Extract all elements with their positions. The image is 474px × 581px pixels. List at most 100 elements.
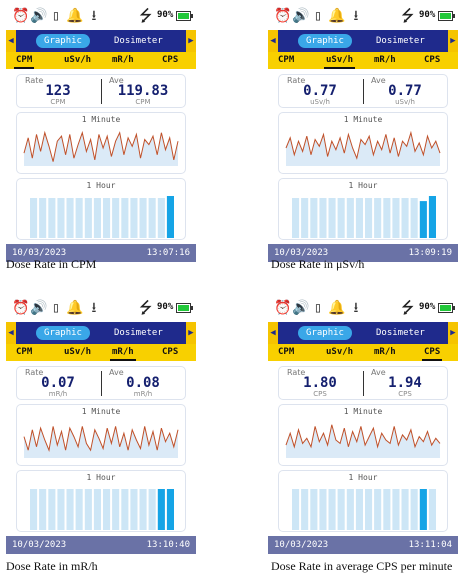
- unit-tab-1[interactable]: uSv/h: [64, 55, 91, 66]
- device-screen: ⏰ 🔊 ▯ 🔔 ⭳ ⭍ 90% ◀ ▶ Graphic Dosimeter CPM uSv/h mR/h C…: [268, 296, 458, 554]
- hour-bar: [328, 489, 336, 530]
- hour-bar: [66, 489, 74, 530]
- hour-bar: [66, 198, 74, 238]
- minute-series-line: [23, 130, 179, 162]
- hour-bar: [112, 489, 120, 530]
- unit-tab-3[interactable]: CPS: [162, 55, 178, 66]
- device-screen: ⏰ 🔊 ▯ 🔔 ⭳ ⭍ 90% ◀ ▶ Graphic Dosimeter CPM uSv/h mR/h C…: [6, 4, 196, 262]
- battery-percent: 90%: [157, 10, 174, 20]
- alarm-clock-icon: ⏰: [12, 8, 30, 24]
- mode-graphic-tab[interactable]: Graphic: [36, 34, 90, 48]
- hour-bar: [383, 198, 391, 238]
- hour-bar: [57, 489, 65, 530]
- download-icon: ⭳: [353, 8, 359, 24]
- download-icon: ⭳: [91, 300, 97, 316]
- status-footer: 10/03/2023 13:10:40: [6, 536, 196, 554]
- prev-mode-button[interactable]: ◀: [268, 322, 278, 344]
- unit-tab-2[interactable]: mR/h: [110, 347, 136, 361]
- readout-box: Rate 0.77 uSv/h Ave 0.77 uSv/h: [278, 74, 448, 108]
- ave-label: Ave: [371, 76, 386, 85]
- prev-mode-button[interactable]: ◀: [6, 30, 16, 52]
- next-mode-button[interactable]: ▶: [186, 322, 196, 344]
- unit-tab-1[interactable]: uSv/h: [64, 347, 91, 358]
- mode-graphic-tab[interactable]: Graphic: [298, 34, 352, 48]
- hour-bar: [93, 198, 101, 238]
- mode-dosimeter-tab[interactable]: Dosimeter: [114, 328, 163, 338]
- active-underline: [324, 67, 356, 69]
- next-mode-button[interactable]: ▶: [448, 30, 458, 52]
- hour-bar: [121, 198, 129, 238]
- battery-nub: [191, 306, 193, 310]
- hour-bar-chart: [292, 489, 436, 530]
- hour-bar: [346, 489, 354, 530]
- unit-tab-label: CPM: [278, 55, 295, 65]
- readout-box: Rate 123 CPM Ave 119.83 CPM: [16, 74, 186, 108]
- hour-bar: [319, 198, 327, 238]
- hour-bar-chart: [292, 196, 436, 238]
- status-footer: 10/03/2023 13:07:16: [6, 244, 196, 262]
- prev-mode-button[interactable]: ◀: [6, 322, 16, 344]
- unit-tab-2[interactable]: mR/h: [374, 55, 396, 66]
- minute-series-line: [285, 130, 441, 160]
- hour-bar: [166, 196, 174, 238]
- unit-tab-label: uSv/h: [64, 347, 92, 357]
- unit-tab-2[interactable]: mR/h: [374, 347, 396, 358]
- unit-tab-label: uSv/h: [326, 55, 354, 65]
- ave-unit: CPM: [135, 98, 151, 106]
- vibrate-icon: ▯: [51, 8, 61, 24]
- mode-dosimeter-tab[interactable]: Dosimeter: [114, 36, 163, 46]
- rate-value: 0.77: [303, 83, 337, 99]
- unit-tab-label: uSv/h: [64, 55, 92, 65]
- hour-bar: [401, 489, 409, 530]
- battery-percent: 90%: [419, 302, 436, 312]
- hour-bar: [30, 198, 38, 238]
- unit-bar: CPM uSv/h mR/h CPS: [268, 344, 458, 361]
- next-mode-button[interactable]: ▶: [448, 322, 458, 344]
- unit-tab-3[interactable]: CPS: [422, 347, 443, 361]
- hour-bar: [148, 489, 156, 530]
- device-screen: ⏰ 🔊 ▯ 🔔 ⭳ ⭍ 90% ◀ ▶ Graphic Dosimeter CPM uSv/h mR/h C…: [6, 296, 196, 554]
- hour-bar: [93, 489, 101, 530]
- rate-value: 0.07: [41, 375, 75, 391]
- usb-icon: ⭍: [401, 6, 415, 25]
- unit-tab-3[interactable]: CPS: [162, 347, 178, 358]
- readout-divider: [101, 79, 102, 104]
- status-bar: ⏰ 🔊 ▯ 🔔 ⭳ ⭍ 90%: [268, 296, 458, 322]
- hour-bar: [301, 489, 309, 530]
- minute-series-line: [23, 426, 179, 452]
- mode-dosimeter-tab[interactable]: Dosimeter: [376, 328, 425, 338]
- unit-tab-3[interactable]: CPS: [424, 55, 440, 66]
- mode-dosimeter-tab[interactable]: Dosimeter: [376, 36, 425, 46]
- hour-bar: [310, 489, 318, 530]
- unit-tab-label: mR/h: [112, 347, 134, 357]
- minute-area: [286, 132, 440, 166]
- mode-bar: ◀ ▶ Graphic Dosimeter: [6, 30, 196, 52]
- status-bar: ⏰ 🔊 ▯ 🔔 ⭳ ⭍ 90%: [6, 296, 196, 322]
- readout-divider: [363, 79, 364, 104]
- hour-bar: [112, 198, 120, 238]
- mode-graphic-tab[interactable]: Graphic: [36, 326, 90, 340]
- device-panel: ⏰ 🔊 ▯ 🔔 ⭳ ⭍ 90% ◀ ▶ Graphic Dosimeter CPM uSv/h mR/h C…: [6, 296, 196, 554]
- hour-bar: [346, 198, 354, 238]
- unit-tab-1[interactable]: uSv/h: [326, 347, 353, 358]
- unit-tab-0[interactable]: CPM: [14, 55, 35, 69]
- battery-fill: [178, 13, 189, 19]
- unit-tab-0[interactable]: CPM: [16, 347, 32, 358]
- next-mode-button[interactable]: ▶: [186, 30, 196, 52]
- mode-graphic-tab[interactable]: Graphic: [298, 326, 352, 340]
- readout-box: Rate 1.80 CPS Ave 1.94 CPS: [278, 366, 448, 400]
- battery-percent: 90%: [419, 10, 436, 20]
- hour-bar: [39, 489, 47, 530]
- hour-bar-chart: [30, 489, 174, 530]
- battery-icon: [438, 303, 455, 313]
- rate-unit: CPS: [313, 390, 327, 398]
- panel-caption: Dose Rate in μSv/h: [271, 257, 365, 271]
- unit-tab-0[interactable]: CPM: [278, 55, 294, 66]
- hour-bar: [84, 489, 92, 530]
- unit-tab-label: uSv/h: [326, 347, 354, 357]
- unit-tab-2[interactable]: mR/h: [112, 55, 134, 66]
- unit-tab-1[interactable]: uSv/h: [324, 55, 356, 69]
- unit-tab-0[interactable]: CPM: [278, 347, 294, 358]
- prev-mode-button[interactable]: ◀: [268, 30, 278, 52]
- ave-unit: uSv/h: [395, 98, 415, 106]
